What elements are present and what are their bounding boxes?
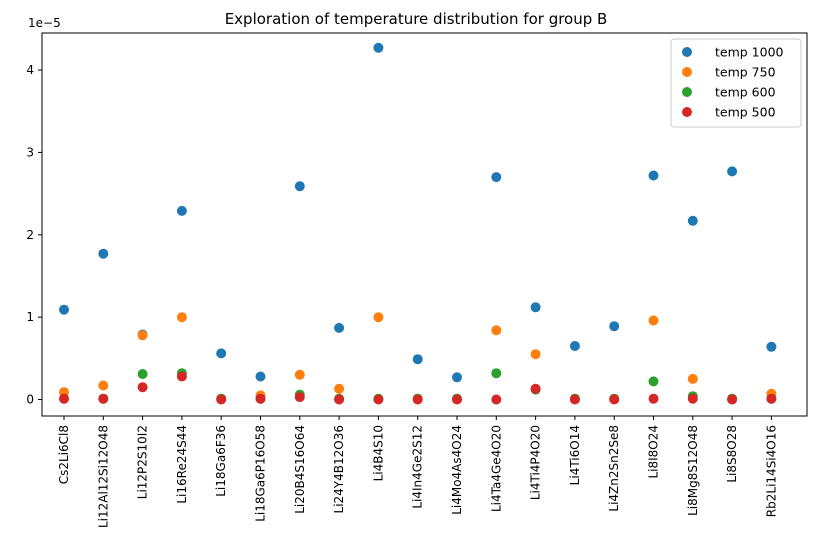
marker-temp-750-3 — [176, 312, 187, 323]
y-tick-label: 2 — [26, 228, 34, 242]
marker-temp-500-11 — [491, 394, 502, 405]
marker-temp-750-16 — [687, 373, 698, 384]
x-tick-label: Li8S8O28 — [725, 425, 739, 483]
marker-temp-750-1 — [98, 380, 109, 391]
marker-temp-1000-10 — [452, 372, 462, 383]
x-tick-label: Li4Mo4As4O24 — [450, 425, 464, 515]
x-tick-label: Li4Ti4P4O20 — [529, 425, 543, 500]
marker-temp-500-6 — [294, 392, 305, 403]
marker-temp-1000-7 — [334, 322, 345, 333]
marker-temp-500-3 — [176, 371, 187, 382]
marker-temp-500-12 — [530, 383, 541, 394]
x-tick-label: Li4B4S10 — [371, 425, 385, 481]
marker-temp-750-7 — [334, 383, 345, 394]
y-tick-label: 4 — [26, 63, 34, 77]
y-tick-label: 1 — [26, 310, 34, 324]
marker-temp-500-7 — [334, 394, 345, 405]
x-tick-label: Li16Re24S44 — [175, 425, 189, 504]
marker-temp-1000-5 — [255, 371, 266, 382]
marker-temp-1000-13 — [569, 341, 580, 351]
x-tick-label: Li12Al12Si12O48 — [96, 425, 110, 528]
marker-temp-600-11 — [491, 368, 502, 379]
marker-temp-500-16 — [687, 393, 698, 404]
marker-temp-1000-8 — [373, 42, 384, 53]
marker-temp-750-15 — [648, 315, 659, 326]
chart-title: Exploration of temperature distribution … — [225, 10, 608, 28]
legend: temp 1000 temp 750 temp 600 temp 500 — [670, 38, 802, 128]
x-tick-label: Li20B4S16O64 — [293, 425, 307, 514]
marker-temp-600-15 — [648, 376, 659, 387]
legend-label: temp 500 — [715, 105, 776, 120]
legend-label: temp 750 — [715, 65, 776, 80]
marker-temp-1000-17 — [727, 166, 738, 177]
y-tick-label: 0 — [26, 393, 34, 407]
legend-box — [670, 38, 802, 128]
marker-temp-1000-4 — [216, 348, 227, 359]
marker-temp-500-1 — [98, 393, 109, 404]
x-axis: Cs2Li6Cl8 Li12Al12Si12O48 Li12P2S10I2 Li16R… — [57, 416, 778, 528]
marker-temp-750-12 — [530, 349, 541, 360]
marker-temp-750-8 — [373, 312, 384, 323]
x-tick-label: Li4Zn2Sn2Se8 — [607, 425, 621, 512]
legend-label: temp 600 — [715, 85, 776, 100]
marker-temp-500-8 — [373, 394, 384, 405]
marker-temp-750-11 — [491, 325, 502, 336]
marker-temp-500-18 — [766, 393, 777, 404]
marker-temp-1000-16 — [687, 215, 698, 226]
y-axis: 0 1 2 3 4 — [26, 63, 42, 407]
marker-temp-1000-1 — [98, 248, 109, 259]
x-tick-label: Li24Y4B12O36 — [332, 425, 346, 513]
x-tick-label: Li4Ti6O14 — [568, 425, 582, 485]
marker-temp-750-2 — [137, 330, 148, 341]
marker-temp-500-0 — [59, 393, 69, 404]
marker-temp-1000-9 — [412, 354, 423, 365]
marker-temp-1000-15 — [648, 170, 659, 181]
plot-frame — [41, 32, 808, 417]
marker-temp-500-5 — [255, 393, 266, 404]
x-tick-label: Rb2Li14Si4O16 — [764, 425, 778, 517]
marker-temp-1000-0 — [59, 304, 69, 315]
legend-marker — [682, 47, 692, 57]
marker-temp-750-6 — [294, 369, 305, 380]
marker-temp-500-4 — [216, 394, 227, 405]
marker-temp-500-14 — [609, 394, 620, 405]
legend-marker — [682, 87, 692, 97]
x-tick-label: Li8Mg8S12O48 — [686, 425, 700, 516]
x-tick-label: Li4Ta4Ge4O20 — [489, 425, 503, 512]
x-tick-label: Cs2Li6Cl8 — [57, 425, 71, 484]
marker-temp-500-2 — [137, 382, 148, 393]
marker-temp-1000-3 — [176, 205, 187, 216]
marker-temp-1000-14 — [609, 321, 620, 332]
y-tick-label: 3 — [26, 145, 34, 159]
marker-temp-1000-6 — [294, 181, 305, 192]
marker-temp-600-2 — [137, 369, 148, 379]
x-tick-label: Li18Ga6F36 — [214, 425, 228, 497]
x-tick-label: Li4In4Ge2S12 — [411, 425, 425, 509]
x-tick-label: Li18Ga6P16O58 — [254, 425, 268, 522]
legend-marker — [682, 107, 692, 117]
legend-label: temp 1000 — [715, 45, 784, 60]
x-tick-label: Li8I8O24 — [647, 425, 661, 479]
x-tick-label: Li12P2S10I2 — [136, 425, 150, 499]
marker-temp-500-17 — [727, 394, 738, 405]
marker-temp-500-9 — [412, 394, 423, 405]
marker-temp-500-10 — [452, 394, 462, 405]
y-offset-label: 1e−5 — [28, 16, 61, 30]
marker-temp-1000-11 — [491, 172, 502, 183]
marker-temp-1000-12 — [530, 302, 541, 313]
data-markers — [59, 42, 777, 405]
marker-temp-1000-18 — [766, 341, 777, 352]
marker-temp-500-15 — [648, 393, 659, 404]
legend-marker — [682, 67, 692, 77]
marker-temp-500-13 — [569, 394, 580, 405]
